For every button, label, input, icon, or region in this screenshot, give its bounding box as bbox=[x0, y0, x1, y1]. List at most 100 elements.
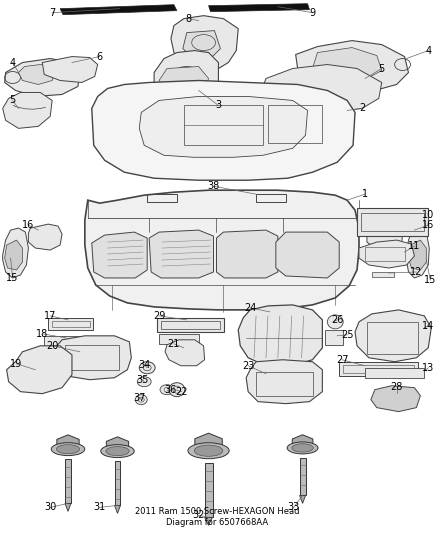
Polygon shape bbox=[246, 360, 322, 403]
Bar bbox=[256, 372, 314, 395]
Text: 34: 34 bbox=[138, 360, 150, 370]
Polygon shape bbox=[159, 67, 208, 99]
Text: 28: 28 bbox=[390, 382, 403, 392]
Polygon shape bbox=[5, 59, 80, 96]
Polygon shape bbox=[5, 240, 22, 270]
Text: 23: 23 bbox=[242, 361, 254, 371]
Bar bbox=[339, 362, 418, 376]
Polygon shape bbox=[139, 96, 307, 157]
Text: 14: 14 bbox=[422, 321, 434, 331]
Polygon shape bbox=[296, 41, 409, 91]
Bar bbox=[157, 318, 224, 332]
Polygon shape bbox=[367, 224, 403, 250]
Bar bbox=[147, 194, 177, 202]
Polygon shape bbox=[106, 437, 129, 455]
Text: 11: 11 bbox=[408, 241, 420, 251]
Text: 9: 9 bbox=[309, 7, 315, 18]
Text: 4: 4 bbox=[425, 45, 431, 55]
Text: 15: 15 bbox=[7, 273, 19, 283]
Polygon shape bbox=[171, 15, 238, 70]
Bar bbox=[365, 368, 424, 378]
Ellipse shape bbox=[137, 377, 151, 386]
Text: 3: 3 bbox=[215, 100, 222, 110]
Polygon shape bbox=[205, 518, 212, 526]
Polygon shape bbox=[52, 336, 131, 379]
Bar bbox=[365, 247, 405, 261]
Text: 22: 22 bbox=[176, 386, 188, 397]
Polygon shape bbox=[359, 240, 414, 268]
Text: 27: 27 bbox=[336, 355, 348, 365]
Text: 37: 37 bbox=[133, 393, 145, 402]
Text: 36: 36 bbox=[165, 385, 177, 394]
Polygon shape bbox=[276, 232, 339, 278]
Text: 13: 13 bbox=[422, 363, 434, 373]
Text: 29: 29 bbox=[153, 311, 165, 321]
Text: 32: 32 bbox=[192, 511, 205, 520]
Bar bbox=[114, 462, 120, 505]
Polygon shape bbox=[263, 64, 382, 112]
Text: 2: 2 bbox=[359, 103, 365, 114]
Text: 7: 7 bbox=[49, 7, 55, 18]
Bar bbox=[357, 208, 428, 236]
Bar bbox=[372, 272, 394, 277]
Ellipse shape bbox=[51, 442, 85, 456]
Polygon shape bbox=[371, 386, 420, 411]
Ellipse shape bbox=[287, 442, 318, 454]
Text: 8: 8 bbox=[186, 14, 192, 23]
Text: 26: 26 bbox=[331, 315, 343, 325]
Polygon shape bbox=[300, 495, 306, 503]
Bar bbox=[325, 330, 343, 345]
Polygon shape bbox=[149, 230, 213, 278]
Polygon shape bbox=[18, 63, 55, 84]
Ellipse shape bbox=[327, 315, 343, 329]
Text: 16: 16 bbox=[422, 220, 434, 230]
Polygon shape bbox=[183, 30, 220, 59]
Polygon shape bbox=[60, 5, 177, 15]
Text: 10: 10 bbox=[422, 210, 434, 220]
Polygon shape bbox=[114, 505, 120, 513]
Ellipse shape bbox=[139, 362, 155, 374]
Text: 35: 35 bbox=[136, 375, 148, 385]
Bar bbox=[184, 106, 263, 146]
Polygon shape bbox=[406, 228, 429, 278]
Bar bbox=[52, 321, 90, 327]
Polygon shape bbox=[409, 240, 426, 270]
Polygon shape bbox=[42, 56, 98, 83]
Bar bbox=[65, 459, 71, 503]
Bar bbox=[256, 194, 286, 202]
Ellipse shape bbox=[194, 445, 223, 456]
Text: 4: 4 bbox=[10, 58, 16, 68]
Ellipse shape bbox=[188, 443, 229, 459]
Ellipse shape bbox=[160, 385, 174, 394]
Polygon shape bbox=[92, 232, 147, 278]
Polygon shape bbox=[57, 435, 79, 453]
Bar bbox=[161, 321, 220, 329]
Polygon shape bbox=[3, 228, 28, 278]
Text: 5: 5 bbox=[378, 63, 385, 74]
Polygon shape bbox=[85, 190, 359, 310]
Bar bbox=[205, 464, 212, 518]
Text: 12: 12 bbox=[410, 267, 423, 277]
Text: 17: 17 bbox=[44, 311, 57, 321]
Text: 20: 20 bbox=[46, 341, 58, 351]
Polygon shape bbox=[355, 310, 431, 362]
Polygon shape bbox=[3, 92, 52, 128]
Bar bbox=[159, 334, 199, 344]
Text: 19: 19 bbox=[11, 359, 23, 369]
Bar bbox=[367, 322, 418, 354]
Polygon shape bbox=[65, 503, 71, 511]
Text: 25: 25 bbox=[341, 330, 353, 340]
Ellipse shape bbox=[169, 383, 185, 397]
Ellipse shape bbox=[106, 447, 129, 456]
Polygon shape bbox=[28, 224, 62, 250]
Bar bbox=[48, 318, 93, 330]
Ellipse shape bbox=[135, 394, 147, 405]
Polygon shape bbox=[208, 4, 310, 12]
Polygon shape bbox=[165, 340, 205, 366]
Text: 16: 16 bbox=[22, 220, 35, 230]
Polygon shape bbox=[7, 346, 72, 394]
Ellipse shape bbox=[101, 445, 134, 458]
Polygon shape bbox=[216, 230, 278, 278]
Text: 15: 15 bbox=[424, 275, 436, 285]
Bar bbox=[300, 457, 306, 495]
